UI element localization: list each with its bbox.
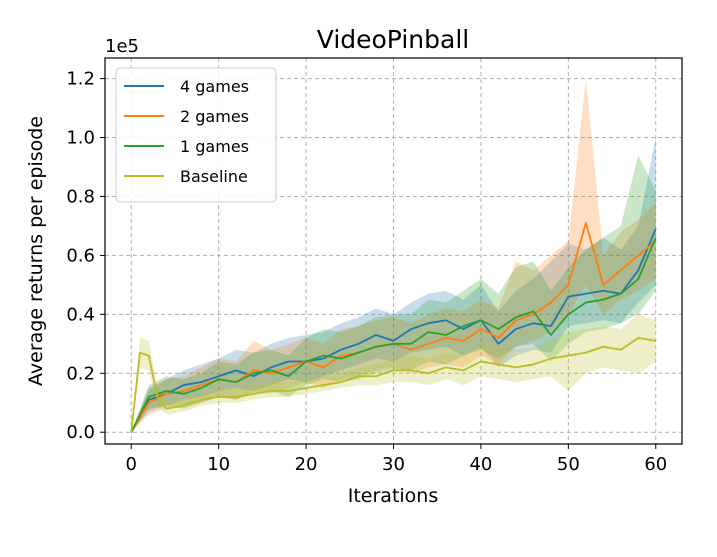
legend-label: 1 games: [180, 137, 249, 156]
y-tick-label: 1.0: [66, 128, 95, 149]
legend-label: 4 games: [180, 77, 249, 96]
x-tick-label: 50: [557, 454, 580, 475]
y-tick-label: 1.2: [66, 69, 95, 90]
band-4-games: [131, 137, 656, 433]
y-multiplier-label: 1e5: [105, 36, 139, 57]
y-tick-label: 0.0: [66, 422, 95, 443]
x-tick-label: 30: [382, 454, 405, 475]
y-tick-label: 0.6: [66, 245, 95, 266]
legend-label: Baseline: [180, 167, 248, 186]
axis-ticks: 0 10 20 30 40 50 60 0.0 0.2 0.4 0.6 0.8 1.0 1.2: [66, 69, 667, 475]
y-tick-label: 0.8: [66, 186, 95, 207]
band-1-games: [131, 155, 656, 433]
x-tick-label: 20: [295, 454, 318, 475]
y-tick-label: 0.4: [66, 304, 95, 325]
x-tick-label: 10: [207, 454, 230, 475]
line-baseline: [130, 337, 656, 433]
series-lines: [130, 222, 657, 433]
legend-box: [115, 67, 277, 203]
band-baseline: [131, 314, 656, 433]
x-axis-label: Iterations: [348, 485, 439, 507]
x-tick-label: 40: [469, 454, 492, 475]
legend-label: 2 games: [180, 107, 249, 126]
line-1-games: [130, 237, 657, 433]
legend: 4 games 2 games 1 games Baseline: [115, 67, 277, 203]
y-axis-label: Average returns per episode: [25, 116, 47, 386]
line-4-games: [130, 228, 657, 433]
chart-title: VideoPinball: [317, 25, 469, 54]
confidence-bands: [131, 78, 656, 433]
band-2-games: [131, 78, 656, 433]
x-tick-label: 60: [644, 454, 667, 475]
x-tick-label: 0: [126, 454, 137, 475]
y-tick-label: 0.2: [66, 363, 95, 384]
grid: [105, 58, 682, 444]
